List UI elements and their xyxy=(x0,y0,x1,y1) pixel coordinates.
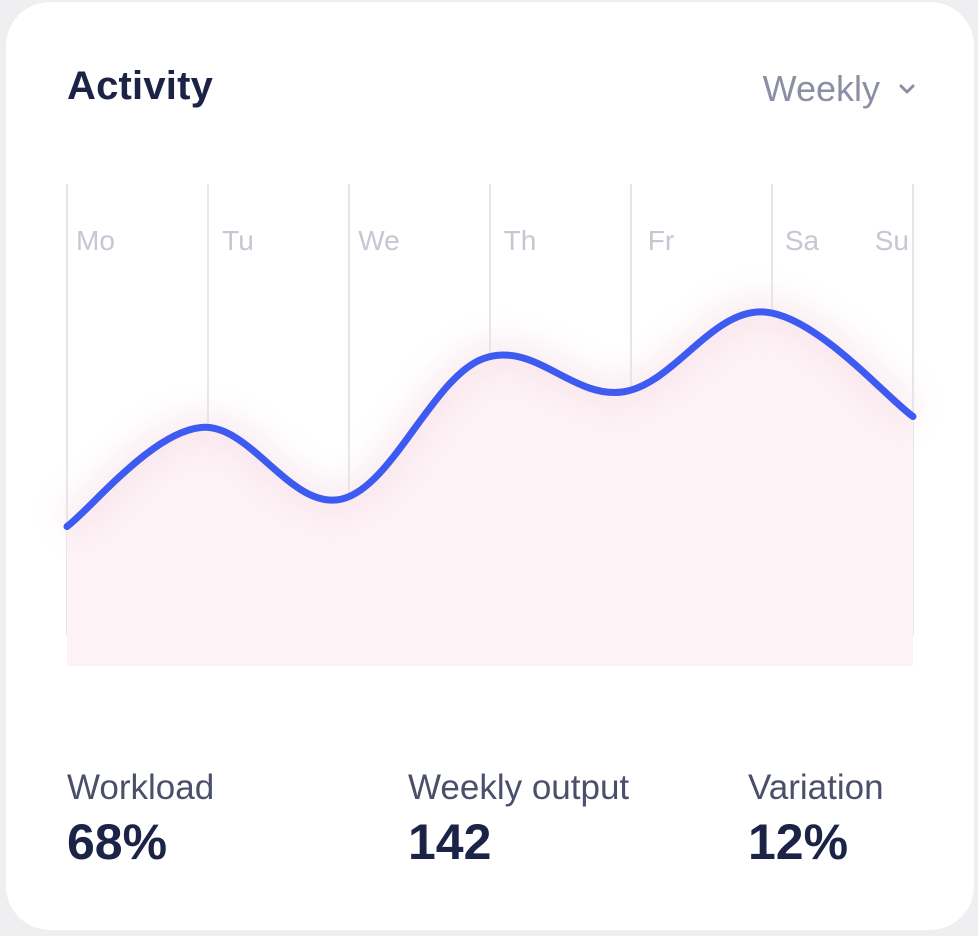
stat-value: 142 xyxy=(408,814,492,870)
x-tick-label-fr: Fr xyxy=(648,225,674,256)
x-tick-label-we: We xyxy=(358,225,400,256)
card-title: Activity xyxy=(67,64,214,108)
stat-variation: Variation 12% xyxy=(748,766,884,872)
x-tick-label-mo: Mo xyxy=(76,225,115,256)
stat-weekly-output: Weekly output 142 xyxy=(408,766,629,872)
x-tick-label-tu: Tu xyxy=(222,225,254,256)
stat-workload: Workload 68% xyxy=(67,766,214,872)
x-tick-label-sa: Sa xyxy=(785,225,820,256)
period-dropdown[interactable]: Weekly xyxy=(763,68,916,110)
series-line xyxy=(63,308,917,530)
stat-label: Variation xyxy=(748,768,884,807)
chevron-down-icon xyxy=(899,84,915,94)
stat-label: Workload xyxy=(67,768,215,807)
activity-card: Activity Weekly Mo Tu We Th Fr Sa Su Workload … xyxy=(6,2,974,930)
stat-value: 12% xyxy=(748,814,849,870)
x-tick-label-th: Th xyxy=(504,225,537,256)
activity-line-chart: Mo Tu We Th Fr Sa Su xyxy=(55,184,925,666)
x-tick-label-su: Su xyxy=(875,225,909,256)
stat-label: Weekly output xyxy=(408,768,630,807)
area-fill xyxy=(67,311,913,666)
stat-value: 68% xyxy=(67,814,168,870)
period-label: Weekly xyxy=(762,68,880,109)
